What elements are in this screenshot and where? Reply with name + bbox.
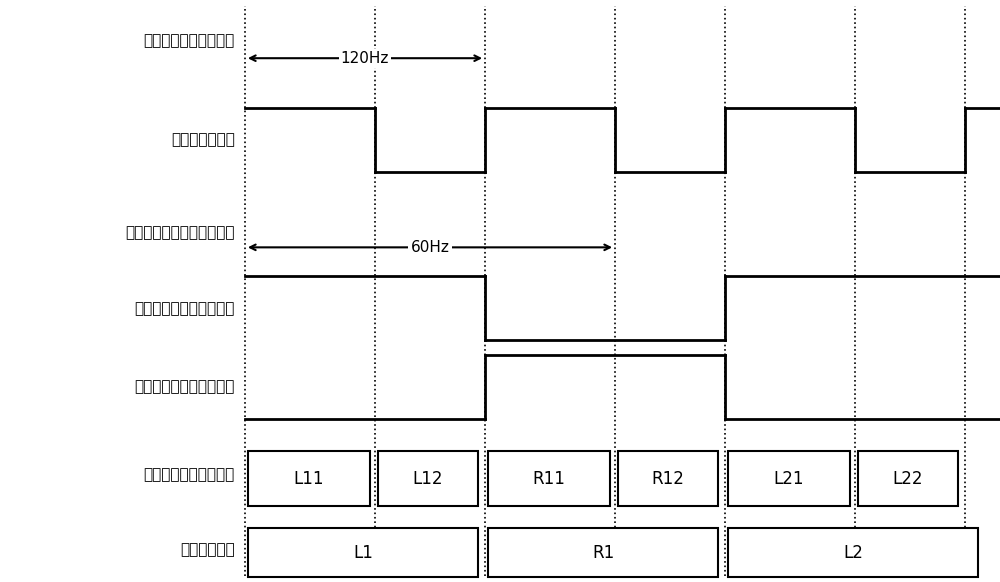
Text: L22: L22 <box>893 470 923 488</box>
Text: L12: L12 <box>413 470 443 488</box>
Text: 立体眼镜一镜片的驱动频率: 立体眼镜一镜片的驱动频率 <box>126 225 235 240</box>
Bar <box>858 451 958 506</box>
Text: 立体眼镜左镜片开启时间: 立体眼镜左镜片开启时间 <box>135 301 235 316</box>
Bar <box>618 451 718 506</box>
Text: 立体图像画面: 立体图像画面 <box>180 542 235 558</box>
Text: 立体眼镜右镜片开启时间: 立体眼镜右镜片开启时间 <box>135 379 235 395</box>
Text: R1: R1 <box>592 544 614 562</box>
Bar <box>728 451 850 506</box>
Bar <box>488 528 718 577</box>
Bar <box>248 528 478 577</box>
Text: L21: L21 <box>774 470 804 488</box>
Bar <box>248 451 370 506</box>
Text: 60Hz: 60Hz <box>411 240 449 255</box>
Text: 120Hz: 120Hz <box>341 51 389 66</box>
Text: L1: L1 <box>353 544 373 562</box>
Text: L11: L11 <box>294 470 324 488</box>
Bar <box>728 528 978 577</box>
Text: R11: R11 <box>533 470 565 488</box>
Bar <box>488 451 610 506</box>
Text: 立体显示装置驱动频率: 立体显示装置驱动频率 <box>144 33 235 48</box>
Text: R12: R12 <box>652 470 684 488</box>
Text: 数据帧显示时间: 数据帧显示时间 <box>171 132 235 147</box>
Bar <box>378 451 478 506</box>
Text: L2: L2 <box>843 544 863 562</box>
Text: 立体显示装置显示内容: 立体显示装置显示内容 <box>144 467 235 482</box>
